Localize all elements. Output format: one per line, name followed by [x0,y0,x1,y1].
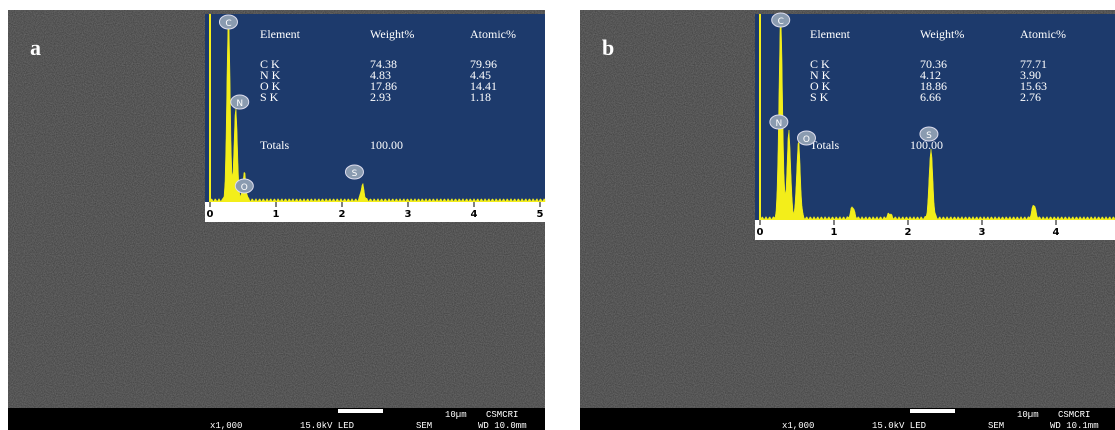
magnification: x1,000 [210,421,242,430]
peak-label: C [225,19,231,29]
table-cell: 2.93 [370,90,391,104]
x-tick-label: 5 [537,209,544,220]
voltage: 15.0kV LED [300,421,354,430]
eds-inset [205,14,545,222]
table-totals: 100.00 [370,138,403,152]
x-axis-band [205,202,545,222]
scale-bar [338,409,383,413]
table-header: Weight% [920,27,964,41]
lab: CSMCRI [1058,410,1090,420]
lab: CSMCRI [486,410,518,420]
table-header: Weight% [370,27,414,41]
table-cell: 1.18 [470,90,491,104]
peak-label: C [778,17,784,27]
table-header: Element [260,27,301,41]
table-header: Atomic% [1020,27,1066,41]
x-tick-label: 3 [979,227,986,238]
table-cell: 2.76 [1020,90,1041,104]
table-header: Atomic% [470,27,516,41]
x-tick-label: 4 [1053,227,1060,238]
detector: SEM [416,421,432,430]
x-tick-label: 1 [273,209,280,220]
scale-label: 10µm [445,410,467,420]
magnification: x1,000 [782,421,814,430]
x-tick-label: 1 [831,227,838,238]
x-axis-band [755,220,1115,240]
table-cell: S K [810,90,829,104]
table-header: Element [810,27,851,41]
peak-label: N [775,119,782,129]
table-cell: 6.66 [920,90,941,104]
x-tick-label: 4 [471,209,478,220]
x-tick-label: 3 [405,209,412,220]
peak-label: O [803,135,810,145]
table-totals: Totals [260,138,289,152]
x-tick-label: 0 [757,227,764,238]
working-distance: WD 10.0mm [478,421,527,430]
panel-label: a [30,35,41,60]
peak-label: O [241,183,248,193]
scale-bar [910,409,955,413]
voltage: 15.0kV LED [872,421,926,430]
table-cell: S K [260,90,279,104]
scale-label: 10µm [1017,410,1039,420]
x-tick-label: 2 [905,227,912,238]
detector: SEM [988,421,1004,430]
working-distance: WD 10.1mm [1050,421,1099,430]
peak-label: N [236,99,243,109]
eds-inset [755,14,1115,240]
panel-label: b [602,35,614,60]
x-tick-label: 2 [339,209,346,220]
figure: aElementWeight%Atomic%C K74.3879.96N K4.… [0,0,1115,430]
peak-label: S [926,131,932,141]
x-tick-label: 0 [207,209,214,220]
peak-label: S [352,169,358,179]
